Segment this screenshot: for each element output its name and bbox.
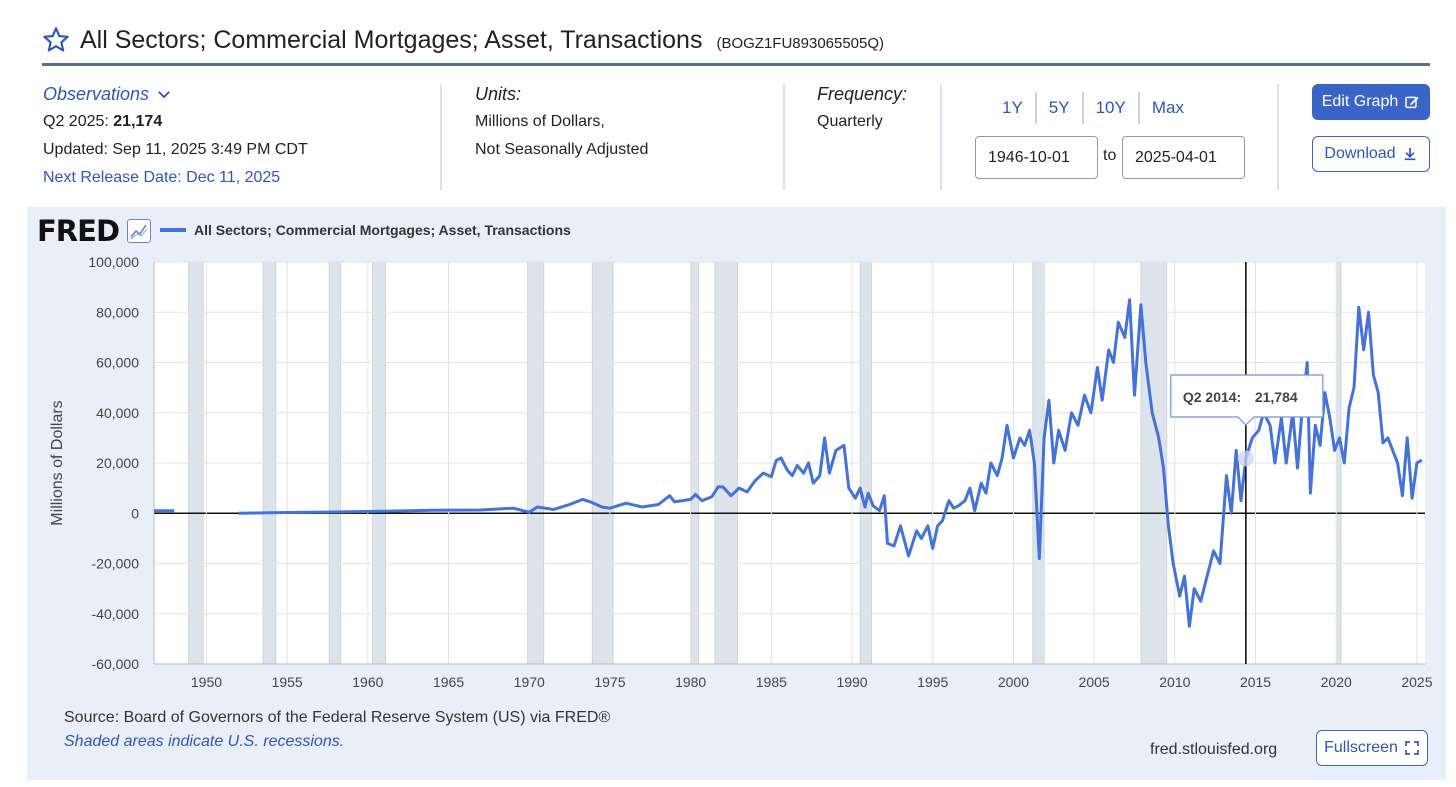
next-release-link[interactable]: Next Release Date: Dec 11, 2025 (43, 169, 281, 186)
x-tick-label: 1960 (352, 674, 383, 690)
y-tick-label: 20,000 (96, 455, 139, 471)
to-label: to (1103, 147, 1117, 164)
x-tick-label: 1955 (272, 674, 303, 690)
range-buttons: 1Y 5Y 10Y Max (990, 92, 1196, 124)
observation-period: Q2 2025: (43, 113, 109, 130)
observations-label: Observations (43, 84, 150, 104)
chart-type-icon (127, 219, 151, 243)
range-1y-button[interactable]: 1Y (990, 92, 1037, 124)
units-label: Units: (475, 84, 522, 104)
end-date-input[interactable] (1122, 136, 1245, 179)
divider (440, 84, 442, 190)
title-divider (42, 63, 1430, 66)
series-lines (154, 298, 1423, 628)
fred-logo: FRED (37, 214, 120, 248)
x-tick-label: 1970 (514, 674, 545, 690)
fullscreen-button[interactable]: Fullscreen (1316, 730, 1428, 766)
x-tick-label: 2010 (1159, 674, 1190, 690)
x-tick-label: 1950 (191, 674, 222, 690)
download-button[interactable]: Download (1312, 136, 1430, 172)
y-axis-ticks: 100,000 80,000 60,000 40,000 20,000 0 -20,000 -… (88, 254, 139, 672)
site-url: fred.stlouisfed.org (1150, 741, 1278, 758)
grid-lines (153, 261, 1425, 665)
hover-marker (1237, 450, 1254, 467)
y-tick-label: 100,000 (88, 254, 139, 270)
range-max-button[interactable]: Max (1151, 98, 1184, 117)
x-tick-label: 2015 (1240, 674, 1271, 690)
observation-value: 21,174 (113, 113, 163, 130)
y-tick-label: 0 (131, 505, 139, 521)
x-tick-label: 1985 (756, 674, 787, 690)
legend-swatch (160, 228, 186, 232)
y-axis-label: Millions of Dollars (49, 400, 66, 525)
title-row: All Sectors; Commercial Mortgages; Asset… (42, 20, 884, 60)
range-5y-button[interactable]: 5Y (1037, 92, 1084, 124)
observations-dropdown[interactable]: Observations (43, 80, 308, 108)
x-tick-label: 2000 (998, 674, 1029, 690)
x-tick-label: 1995 (917, 674, 948, 690)
frequency-label: Frequency: (817, 84, 908, 104)
chart-legend[interactable]: All Sectors; Commercial Mortgages; Asset… (160, 222, 571, 238)
units-line-2: Not Seasonally Adjusted (475, 141, 649, 158)
divider (1277, 84, 1279, 190)
tooltip-value: 21,784 (1255, 389, 1298, 405)
updated-text: Updated: Sep 11, 2025 3:49 PM CDT (43, 141, 308, 158)
legend-label: All Sectors; Commercial Mortgages; Asset… (194, 222, 571, 238)
x-tick-label: 2025 (1401, 674, 1432, 690)
y-tick-label: 80,000 (96, 304, 139, 320)
range-10y-button[interactable]: 10Y (1084, 92, 1140, 124)
units-line-1: Millions of Dollars, (475, 113, 605, 130)
edit-graph-label: Edit Graph (1321, 93, 1399, 110)
y-tick-label: -40,000 (92, 606, 140, 622)
divider (940, 84, 942, 190)
tooltip-box (1170, 374, 1324, 426)
fullscreen-icon (1405, 741, 1419, 755)
star-icon[interactable] (42, 26, 70, 54)
recession-note: Shaded areas indicate U.S. recessions. (64, 733, 345, 750)
download-icon (1404, 148, 1415, 161)
y-tick-label: 40,000 (96, 405, 139, 421)
fullscreen-label: Fullscreen (1324, 739, 1398, 756)
start-date-input[interactable] (975, 136, 1098, 179)
page-title: All Sectors; Commercial Mortgages; Asset… (80, 25, 703, 54)
x-tick-label: 1990 (836, 674, 867, 690)
x-tick-label: 1975 (594, 674, 625, 690)
y-tick-label: -20,000 (92, 556, 140, 572)
x-tick-label: 1980 (675, 674, 706, 690)
x-tick-label: 1965 (433, 674, 464, 690)
chevron-down-icon (158, 91, 170, 99)
edit-icon (1405, 96, 1419, 109)
series-id: (BOGZ1FU893065505Q) (716, 34, 885, 52)
source-text: Source: Board of Governors of the Federa… (64, 709, 611, 726)
observations-panel: Observations Q2 2025: 21,174 Updated: Se… (43, 80, 308, 192)
x-tick-label: 2020 (1321, 674, 1352, 690)
frequency-value: Quarterly (817, 113, 883, 130)
series-line (238, 298, 1423, 628)
divider (783, 84, 785, 190)
y-tick-label: -60,000 (92, 656, 140, 672)
units-panel: Units: Millions of Dollars, Not Seasonal… (475, 80, 648, 164)
edit-graph-button[interactable]: Edit Graph (1312, 84, 1430, 120)
frequency-panel: Frequency: Quarterly (817, 80, 907, 136)
chart-tooltip: Q2 2014: 21,784 (1170, 262, 1324, 664)
x-tick-label: 2005 (1079, 674, 1110, 690)
latest-observation: Q2 2025: 21,174 (43, 108, 308, 136)
x-axis-ticks: 1950 1955 1960 1965 1970 1975 1980 1985 1990 1995… (191, 674, 1433, 690)
tooltip-label: Q2 2014: (1183, 389, 1241, 405)
y-tick-label: 60,000 (96, 355, 139, 371)
download-label: Download (1324, 145, 1396, 162)
